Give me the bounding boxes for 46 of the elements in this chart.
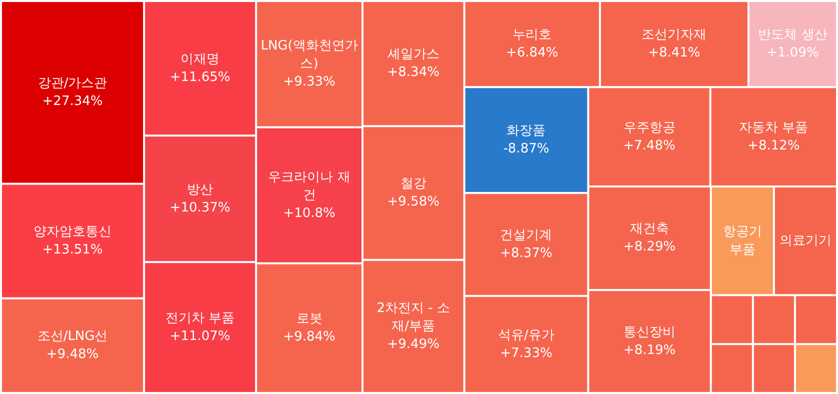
category-label: 반도체 생산 <box>758 28 828 43</box>
data-label: +27.34% <box>42 94 103 109</box>
category-label: 방산 <box>187 182 214 198</box>
category-label: 누리호 <box>512 28 552 43</box>
category-label: LNG(액화천연가스) <box>260 38 358 72</box>
data-label: +8.37% <box>500 246 552 261</box>
data-label: +9.49% <box>387 336 440 352</box>
category-label: 조선기자재 <box>642 28 707 43</box>
data-label: +9.84% <box>283 330 336 345</box>
category-label: 양자암호통신 <box>34 224 112 240</box>
category-label: 조선/LNG선 <box>37 329 108 344</box>
data-label: +7.48% <box>623 138 676 154</box>
category-label: 자동차 부품 <box>739 120 808 136</box>
data-label: +9.58% <box>387 194 440 210</box>
data-label: +11.07% <box>170 329 230 344</box>
data-label: +8.12% <box>748 138 800 154</box>
data-label: +8.29% <box>623 240 676 255</box>
category-label: 석유/유가 <box>498 328 554 343</box>
category-label: 건설기계 <box>500 228 552 243</box>
data-label: +7.33% <box>500 346 552 361</box>
category-label: 철강 <box>400 176 426 192</box>
category-label: 통신장비 <box>624 325 676 340</box>
data-label: -8.87% <box>503 142 550 157</box>
data-label: +10.8% <box>283 206 336 221</box>
data-label: +8.34% <box>387 65 440 80</box>
data-label: +9.33% <box>283 74 336 90</box>
category-label: 강관/가스관 <box>38 76 108 91</box>
category-label: 로봇 <box>296 312 322 327</box>
data-label: +13.51% <box>42 242 103 258</box>
category-label: 화장품 <box>506 124 546 139</box>
data-label: +8.19% <box>623 343 676 358</box>
data-label: +10.37% <box>170 200 230 216</box>
category-label: 의료기기 <box>779 233 832 248</box>
category-label: 셰일가스 <box>387 47 440 62</box>
data-label: +9.48% <box>46 347 99 362</box>
category-label: 이재명 <box>180 52 220 67</box>
data-label: +6.84% <box>506 46 558 61</box>
data-label: +8.41% <box>648 46 700 61</box>
category-label: 전기차 부품 <box>165 311 235 326</box>
data-label: +1.09% <box>766 46 819 61</box>
category-label: 우주항공 <box>623 120 676 136</box>
data-label: +11.65% <box>170 70 230 85</box>
category-label: 항공기 부품 <box>722 224 762 258</box>
category-label: 우크라이나 재건 <box>268 170 350 203</box>
category-label: 재건축 <box>630 222 670 237</box>
category-label: 2차전지 - 소재/부품 <box>376 300 450 334</box>
